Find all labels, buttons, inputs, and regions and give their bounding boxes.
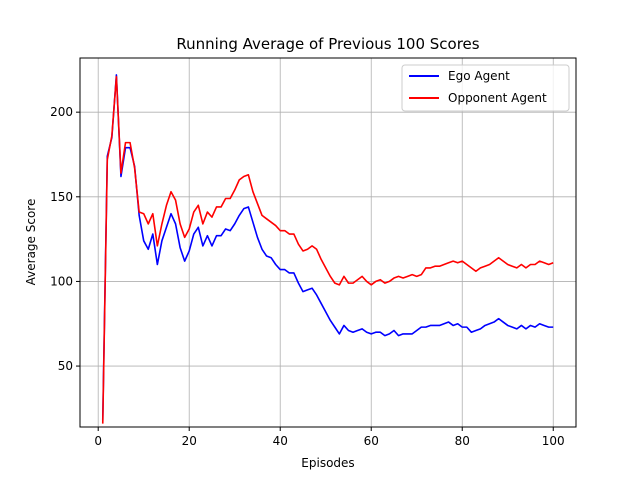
y-tick-label: 200 <box>50 105 73 119</box>
y-tick-label: 50 <box>58 359 73 373</box>
y-tick-label: 100 <box>50 274 73 288</box>
series-lines <box>101 74 554 424</box>
x-tick-label: 0 <box>94 434 102 448</box>
plot-frame <box>79 57 577 428</box>
grid <box>80 58 576 427</box>
x-tick-label: 40 <box>273 434 288 448</box>
plot-area <box>80 58 576 427</box>
legend-label-ego: Ego Agent <box>448 69 510 83</box>
y-tick-label: 150 <box>50 190 73 204</box>
x-tick-label: 100 <box>542 434 565 448</box>
legend: Ego Agent Opponent Agent <box>401 64 570 112</box>
x-tick-label: 60 <box>364 434 379 448</box>
series-line-ego-agent <box>101 74 554 421</box>
x-axis-label: Episodes <box>301 456 354 470</box>
chart-title: Running Average of Previous 100 Scores <box>176 35 479 53</box>
y-axis-label: Average Score <box>24 199 38 286</box>
axis-ticks: 0 20 40 60 80 100 50 100 150 200 <box>50 105 565 448</box>
legend-label-opponent: Opponent Agent <box>448 91 547 105</box>
x-tick-label: 80 <box>455 434 470 448</box>
series-line-opponent-agent <box>101 75 554 424</box>
x-tick-label: 20 <box>182 434 197 448</box>
legend-box <box>401 64 570 112</box>
